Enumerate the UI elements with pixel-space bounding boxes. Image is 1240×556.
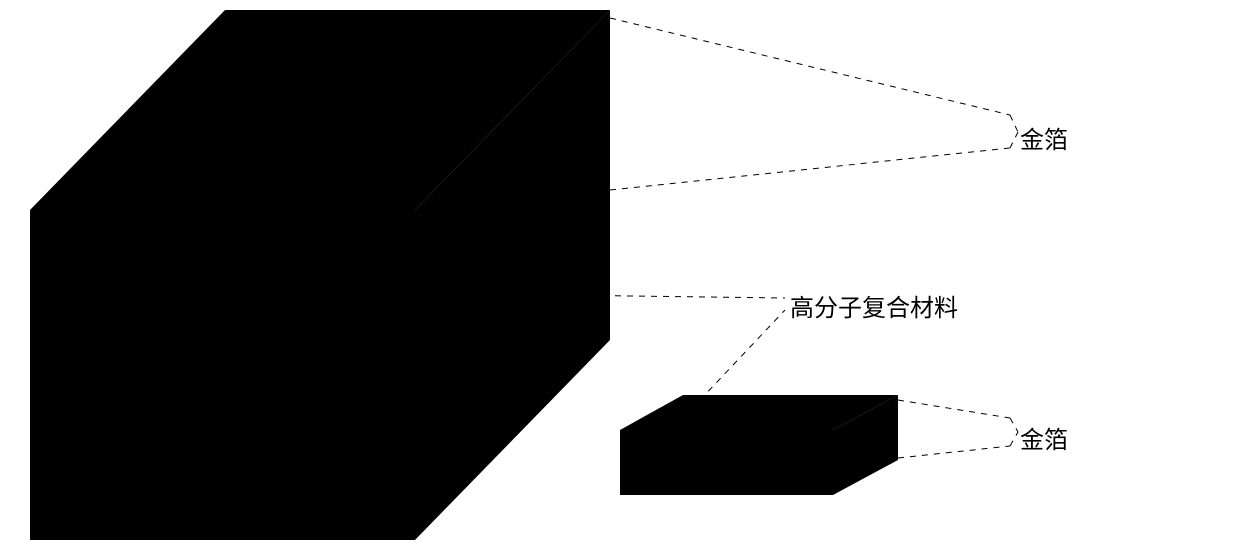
label-polymer: 高分子复合材料 <box>790 288 958 323</box>
label-small-foil: 金箔 <box>1020 420 1068 455</box>
label-top-foil: 金箔 <box>1020 120 1068 155</box>
diagram-svg <box>0 0 1240 556</box>
